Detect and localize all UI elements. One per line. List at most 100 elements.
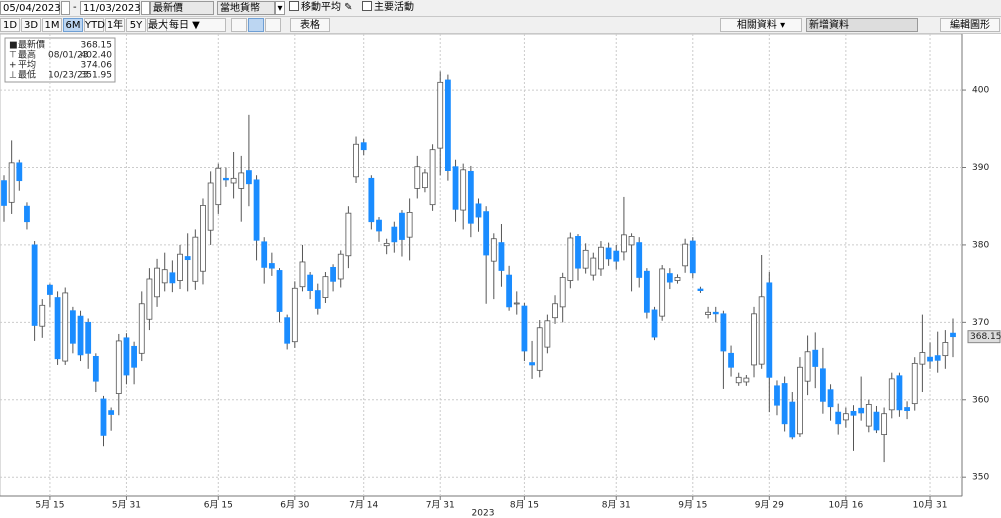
legend-date: 08/01/23: [48, 51, 88, 61]
candle-body: [506, 274, 513, 308]
candle-body: [682, 243, 689, 267]
legend-marker: +: [9, 61, 17, 71]
candle-body: [368, 177, 375, 223]
candle-body: [467, 170, 474, 224]
candle-body: [223, 177, 229, 181]
y-tick-label: 390: [972, 163, 989, 173]
y-tick-label: 400: [972, 86, 989, 96]
candle-body: [92, 356, 99, 382]
candle-body: [712, 311, 719, 315]
candle-body: [559, 277, 566, 308]
candle-body: [812, 349, 819, 367]
candle-body: [330, 266, 336, 282]
candle-body: [414, 166, 421, 189]
candle-body: [177, 253, 183, 281]
candle-body: [819, 368, 826, 402]
period-button[interactable]: YTD: [84, 18, 105, 32]
candle-body: [123, 337, 130, 376]
period-button[interactable]: 3D: [21, 18, 41, 32]
candle-body: [1, 180, 7, 206]
candle-body: [552, 303, 558, 319]
tool-button[interactable]: [231, 18, 247, 32]
legend-label: 最新價: [18, 39, 45, 51]
calendar-button[interactable]: [61, 1, 70, 15]
currency-select[interactable]: 當地貨幣: [217, 1, 275, 15]
period-button[interactable]: 5Y: [126, 18, 146, 32]
candle-body: [360, 142, 367, 151]
candle-body: [100, 398, 107, 436]
period-button[interactable]: 1D: [0, 18, 20, 32]
candle-body: [942, 342, 949, 357]
candle-body: [154, 267, 160, 298]
end-date[interactable]: 11/03/2023: [80, 1, 141, 15]
candle-body: [47, 284, 53, 295]
candle-body: [85, 321, 92, 354]
candle-body: [827, 389, 834, 408]
legend-marker: ⊤: [9, 51, 17, 61]
candle-body: [184, 256, 191, 261]
x-tick-label: 8月 15: [510, 500, 539, 511]
candle-body: [391, 226, 398, 243]
related-data-button[interactable]: 相關資料 ▾: [720, 18, 802, 32]
dropdown-arrow[interactable]: ▾: [275, 1, 285, 15]
candle-body: [697, 288, 704, 291]
candle-body: [621, 234, 627, 253]
table-button[interactable]: 表格: [290, 18, 330, 32]
frequency-select[interactable]: 每日 ▼: [166, 18, 226, 32]
candle-body: [460, 169, 467, 211]
candle-body: [475, 203, 482, 218]
candle-body: [161, 269, 168, 284]
toolbar-row-2: 每日 ▼ 表格 相關資料 ▾ 新增資料 編輯圖形 1D 3D 1M 6M YTD 1年 5Y…: [0, 17, 1001, 34]
moving-average-toggle[interactable]: 移動平均 ✎: [289, 1, 353, 15]
price-field-select[interactable]: 最新價: [150, 1, 214, 15]
add-data-input[interactable]: 新增資料: [806, 18, 918, 32]
candle-body: [62, 292, 69, 362]
candle-body: [429, 149, 436, 206]
candle-body: [200, 205, 206, 272]
period-button[interactable]: 6M: [63, 18, 83, 32]
calendar-button[interactable]: [141, 1, 150, 15]
x-tick-label: 10月 16: [828, 500, 863, 511]
candle-body: [108, 410, 115, 415]
candle-body: [276, 270, 283, 312]
period-button[interactable]: 1年: [105, 18, 125, 32]
candle-body: [215, 167, 222, 206]
candle-body: [399, 212, 405, 240]
candle-body: [842, 413, 849, 421]
candle-body: [751, 313, 757, 366]
key-events-toggle[interactable]: 主要活動: [362, 1, 414, 15]
candle-body: [850, 410, 857, 416]
candle-body: [896, 375, 903, 411]
candle-body: [628, 236, 635, 246]
tool-button[interactable]: [265, 18, 281, 32]
plot-area: [0, 33, 963, 497]
candle-body: [582, 249, 589, 269]
last-price-label: 368.15: [970, 332, 1001, 342]
candle-body: [261, 241, 268, 268]
candle-body: [881, 413, 888, 436]
candle-body: [598, 246, 604, 270]
candle-body: [376, 219, 382, 232]
candle-body: [529, 362, 535, 366]
legend-value: 374.06: [81, 61, 113, 71]
edit-chart-button[interactable]: 編輯圖形: [940, 18, 1000, 32]
candle-body: [605, 247, 612, 260]
legend-value: 402.40: [81, 51, 113, 61]
tool-button[interactable]: [248, 18, 264, 32]
candle-body: [192, 236, 199, 282]
candle-body: [689, 240, 696, 274]
candle-body: [230, 177, 237, 184]
candle-body: [246, 170, 252, 185]
candle-body: [39, 304, 46, 327]
candle-body: [567, 237, 574, 281]
candle-body: [31, 244, 38, 326]
period-button[interactable]: 1M: [42, 18, 62, 32]
x-tick-label: 9月 29: [755, 500, 784, 511]
candle-body: [115, 340, 122, 394]
candle-body: [643, 270, 650, 313]
legend-label: 最低: [18, 69, 36, 81]
start-date[interactable]: 05/04/2023: [0, 1, 61, 15]
legend-box: [4, 37, 116, 83]
period-button[interactable]: 最大: [147, 18, 168, 32]
y-tick-label: 370: [972, 318, 989, 328]
